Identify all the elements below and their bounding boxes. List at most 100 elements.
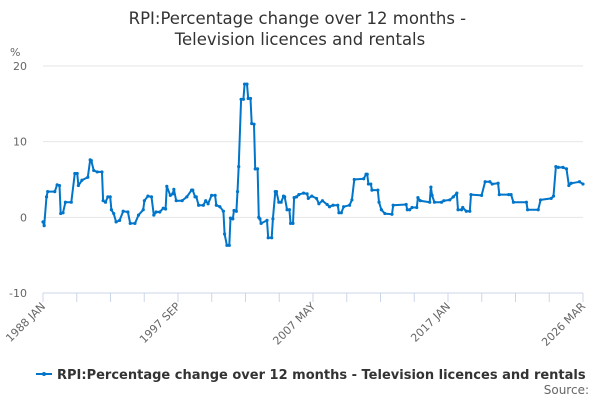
data-point[interactable] [218, 205, 222, 209]
data-point[interactable] [106, 195, 110, 199]
data-point[interactable] [342, 205, 346, 209]
data-point[interactable] [246, 96, 250, 101]
data-point[interactable] [133, 221, 137, 225]
data-point[interactable] [408, 208, 412, 212]
data-point[interactable] [171, 192, 175, 196]
data-point[interactable] [301, 191, 306, 195]
data-point[interactable] [194, 195, 198, 199]
data-point[interactable] [180, 199, 184, 203]
data-point[interactable] [469, 193, 473, 197]
data-point[interactable] [336, 203, 340, 207]
data-point[interactable] [53, 190, 57, 194]
data-point[interactable] [376, 188, 380, 192]
data-point[interactable] [108, 195, 112, 199]
data-point[interactable] [266, 236, 270, 240]
data-point[interactable] [165, 184, 169, 188]
data-point[interactable] [92, 168, 96, 173]
data-point[interactable] [204, 199, 208, 203]
data-point[interactable] [564, 167, 569, 171]
data-point[interactable] [428, 200, 432, 204]
data-point[interactable] [461, 205, 465, 210]
data-point[interactable] [439, 200, 444, 204]
data-point[interactable] [567, 183, 571, 188]
data-point[interactable] [214, 203, 218, 207]
data-point[interactable] [241, 97, 246, 101]
data-point[interactable] [154, 210, 158, 214]
data-point[interactable] [366, 182, 371, 186]
data-point[interactable] [109, 208, 113, 212]
data-point[interactable] [379, 208, 383, 212]
data-point[interactable] [509, 193, 513, 197]
data-point[interactable] [288, 221, 293, 225]
data-point[interactable] [350, 198, 354, 202]
data-point[interactable] [149, 195, 154, 199]
data-point[interactable] [294, 195, 299, 199]
data-point[interactable] [416, 196, 420, 200]
data-point[interactable] [285, 208, 289, 212]
data-point[interactable] [259, 221, 263, 225]
data-point[interactable] [352, 177, 356, 182]
data-point[interactable] [306, 196, 310, 201]
data-point[interactable] [497, 193, 501, 197]
data-point[interactable] [383, 211, 387, 216]
data-point[interactable] [362, 177, 366, 181]
data-point[interactable] [365, 172, 369, 176]
data-point[interactable] [112, 211, 116, 216]
data-point[interactable] [164, 207, 168, 211]
data-point[interactable] [339, 211, 343, 215]
data-point[interactable] [317, 202, 321, 206]
data-point[interactable] [201, 203, 205, 207]
data-point[interactable] [222, 232, 227, 236]
data-point[interactable] [556, 165, 560, 169]
data-point[interactable] [279, 200, 283, 204]
data-point[interactable] [490, 182, 494, 186]
data-point[interactable] [369, 182, 373, 186]
data-point[interactable] [511, 200, 516, 204]
data-point[interactable] [73, 171, 77, 176]
data-point[interactable] [61, 211, 65, 215]
data-point[interactable] [237, 165, 241, 169]
data-point[interactable] [141, 208, 145, 212]
data-point[interactable] [283, 195, 287, 199]
data-point[interactable] [245, 82, 249, 86]
data-point[interactable] [410, 205, 414, 210]
data-point[interactable] [314, 196, 319, 201]
data-point[interactable] [496, 181, 500, 185]
data-point[interactable] [287, 208, 292, 212]
data-point[interactable] [234, 209, 238, 213]
data-point[interactable] [69, 200, 73, 204]
data-point[interactable] [525, 208, 530, 212]
data-point[interactable] [213, 193, 217, 197]
data-point[interactable] [405, 208, 409, 212]
data-point[interactable] [265, 218, 269, 222]
data-point[interactable] [158, 210, 162, 214]
data-point[interactable] [121, 209, 125, 213]
data-point[interactable] [100, 170, 104, 174]
data-point[interactable] [577, 180, 582, 184]
data-point[interactable] [325, 202, 329, 207]
data-point[interactable] [483, 180, 487, 184]
data-point[interactable] [86, 175, 90, 179]
data-point[interactable] [581, 182, 585, 186]
data-point[interactable] [41, 220, 45, 224]
data-point[interactable] [63, 200, 68, 204]
data-point[interactable] [42, 224, 46, 228]
data-point[interactable] [310, 194, 314, 198]
data-point[interactable] [57, 183, 62, 188]
data-point[interactable] [172, 187, 176, 191]
data-point[interactable] [227, 243, 231, 247]
data-point[interactable] [248, 96, 253, 101]
data-point[interactable] [252, 122, 256, 126]
data-point[interactable] [327, 205, 332, 209]
data-point[interactable] [377, 200, 381, 204]
data-point[interactable] [210, 193, 214, 197]
data-point[interactable] [451, 195, 455, 199]
data-point[interactable] [191, 188, 195, 192]
data-point[interactable] [101, 199, 105, 203]
data-point[interactable] [305, 192, 309, 196]
data-point[interactable] [404, 202, 408, 207]
data-point[interactable] [197, 203, 201, 207]
data-point[interactable] [255, 167, 260, 171]
data-point[interactable] [114, 220, 118, 224]
data-point[interactable] [337, 211, 341, 215]
